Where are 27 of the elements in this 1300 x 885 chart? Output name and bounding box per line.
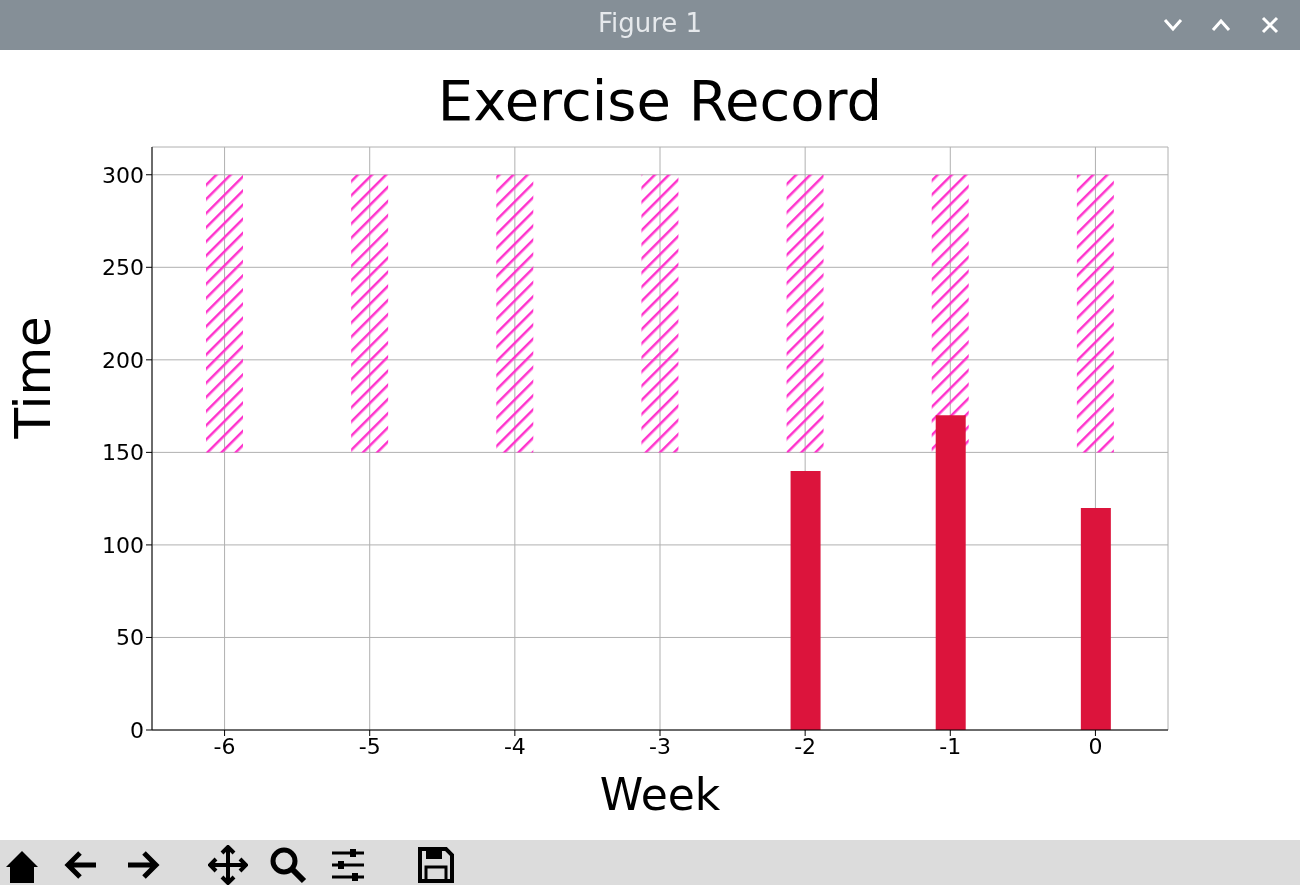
x-axis-title: Week <box>599 769 721 820</box>
y-axis-title: Time <box>3 316 62 440</box>
y-tick-label: 250 <box>102 255 144 281</box>
bar <box>786 174 824 453</box>
y-tick-label: 0 <box>130 717 144 743</box>
x-tick-label: 0 <box>1088 733 1103 759</box>
bar <box>496 174 534 453</box>
y-tick-label: 300 <box>102 162 144 188</box>
x-tick-label: -5 <box>358 733 381 759</box>
bar <box>1080 507 1111 730</box>
bar <box>641 174 679 453</box>
x-tick-label: -4 <box>503 733 526 759</box>
x-tick-label: -2 <box>794 733 817 759</box>
y-tick-label: 50 <box>116 625 144 651</box>
x-tick-label: -3 <box>649 733 671 759</box>
chart-title: Exercise Record <box>436 68 884 133</box>
caption: Figure 1 <box>596 8 704 38</box>
bar <box>935 415 966 730</box>
y-tick-label: 200 <box>102 347 144 373</box>
x-tick-label: -1 <box>939 733 962 759</box>
x-tick-label: -6 <box>213 733 236 759</box>
bar <box>206 174 243 453</box>
y-tick-label: 150 <box>102 440 144 466</box>
bar <box>351 174 389 453</box>
bar <box>790 470 821 730</box>
bar <box>1076 174 1114 453</box>
y-tick-label: 100 <box>102 532 144 558</box>
